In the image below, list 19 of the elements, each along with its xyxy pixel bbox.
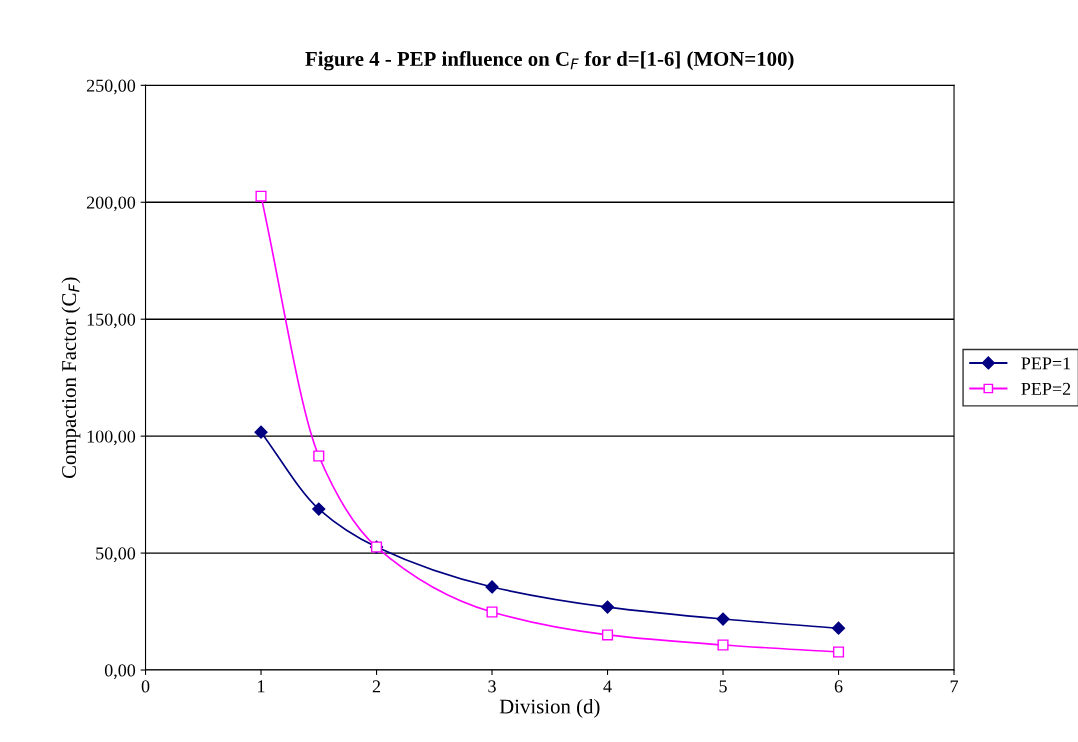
- x-tick-label: 4: [603, 680, 612, 693]
- y-tick-label: 150,00: [87, 313, 136, 329]
- x-tick-label: 5: [719, 680, 727, 693]
- y-tick-label: 0,00: [104, 664, 136, 680]
- x-tick-label: 1: [258, 680, 265, 693]
- x-axis-title: Division (d): [499, 698, 600, 718]
- y-tick-label: 100,00: [87, 430, 136, 446]
- x-tick-label: 2: [372, 680, 381, 693]
- x-tick-label: 6: [834, 680, 843, 693]
- x-tick-label: 3: [488, 680, 496, 693]
- chart-title: Figure 4 - PEP influence on C$_{F}$ for d=[1-6] (MON=100): [305, 51, 794, 71]
- legend-label: PEP=2: [1021, 382, 1071, 395]
- y-tick-label: 200,00: [86, 196, 136, 212]
- y-tick-label: 50,00: [96, 547, 136, 563]
- y-tick-label: 250,00: [86, 79, 136, 95]
- legend-label: PEP=1: [1021, 357, 1071, 370]
- x-tick-label: 7: [950, 680, 959, 693]
- y-axis-title: Compaction Factor (C$_{F}$): [61, 277, 81, 479]
- x-tick-label: 0: [141, 680, 150, 693]
